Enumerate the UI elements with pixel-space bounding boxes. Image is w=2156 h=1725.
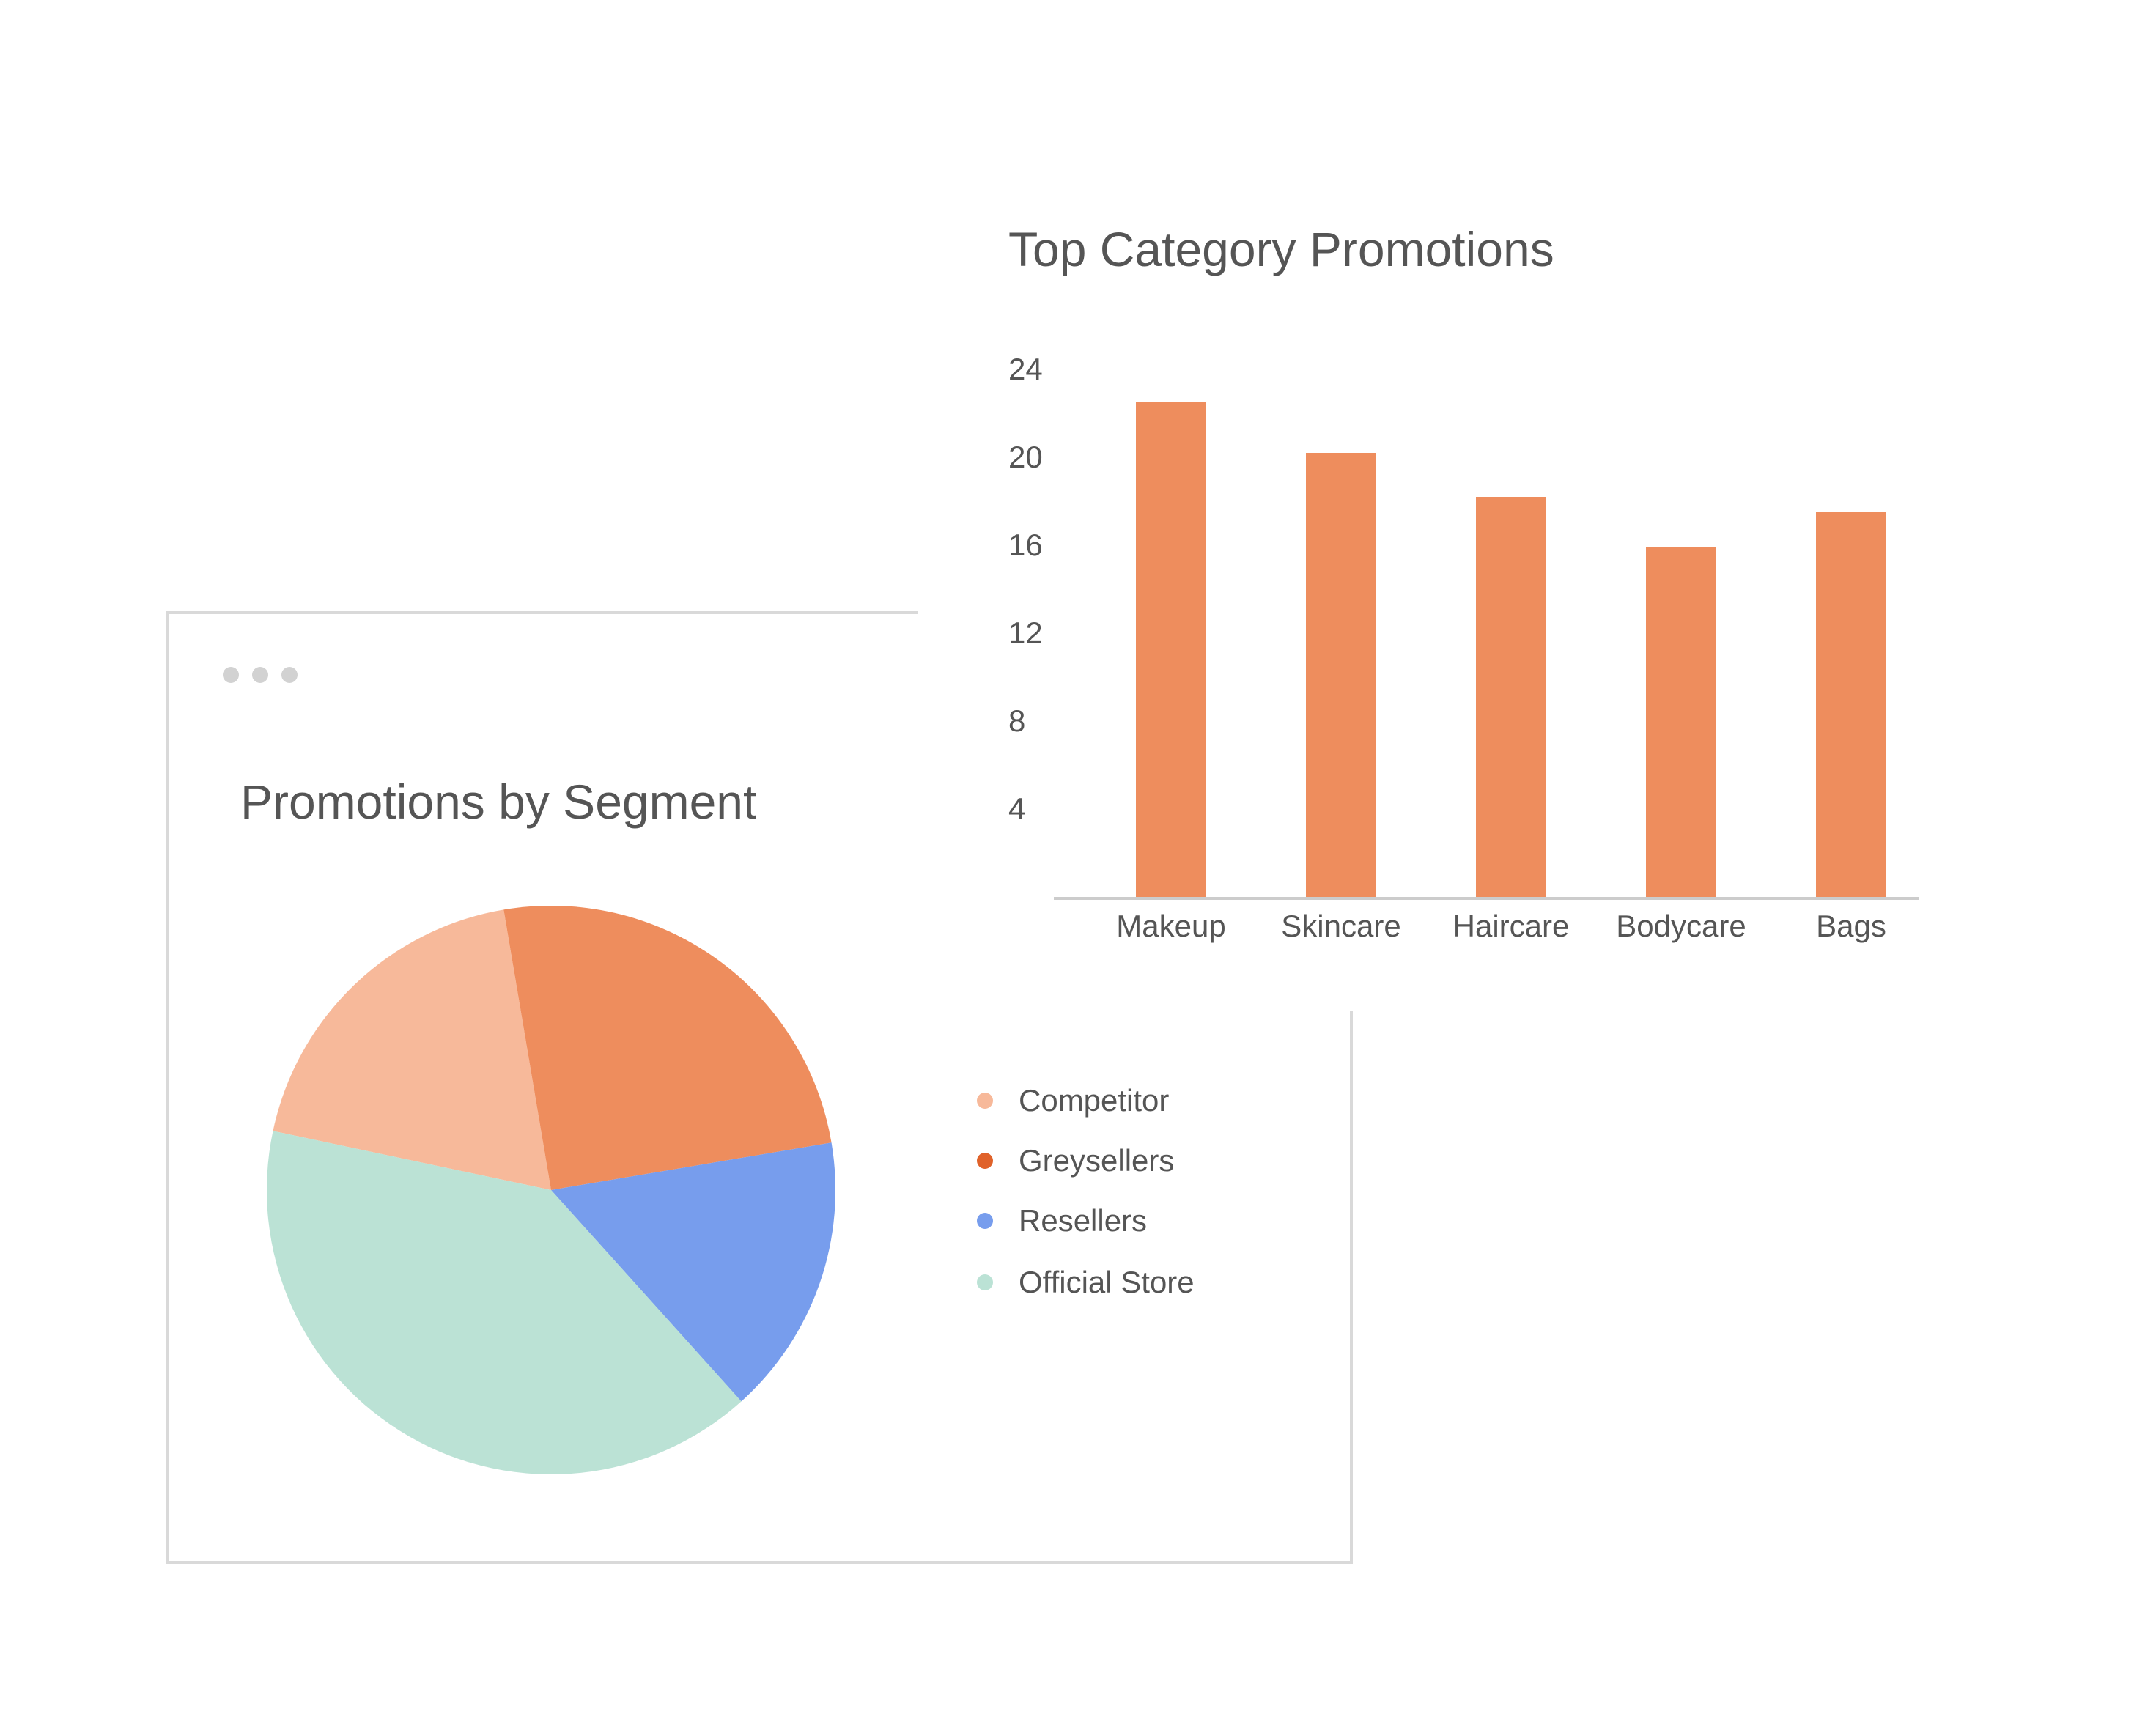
window-dot-icon <box>281 667 298 683</box>
bar-makeup <box>1136 402 1206 897</box>
y-tick-label: 16 <box>1008 528 1043 562</box>
pie-slice-official-store <box>267 1131 742 1474</box>
window-dot-icon <box>252 667 268 683</box>
bar-bags <box>1816 512 1886 897</box>
y-tick-label: 8 <box>1008 703 1025 738</box>
bar-chart-title: Top Category Promotions <box>1008 222 1554 276</box>
y-tick-label: 24 <box>1008 352 1043 386</box>
legend-label: Resellers <box>1019 1203 1147 1238</box>
pie-slice-resellers <box>551 1142 835 1402</box>
pie-slice-greysellers <box>503 906 832 1190</box>
x-tick-label: Bodycare <box>1616 909 1746 943</box>
y-tick-label: 20 <box>1008 440 1043 474</box>
pie-slice-competitor <box>273 909 551 1190</box>
bar-chart-panel: Top Category Promotions 4 8 12 16 20 24 Makeu… <box>918 176 1973 1011</box>
legend-marker-icon <box>977 1093 993 1109</box>
window-dots <box>223 667 298 683</box>
bar-y-axis: 4 8 12 16 20 24 <box>1008 352 1043 826</box>
pie-chart-title: Promotions by Segment <box>240 775 757 829</box>
window-dot-icon <box>223 667 239 683</box>
bar-series <box>1136 402 1886 897</box>
y-tick-label: 12 <box>1008 616 1043 650</box>
bar-haircare <box>1476 497 1546 897</box>
legend-marker-icon <box>977 1213 993 1229</box>
pie-legend: Competitor Greysellers Resellers Official S… <box>977 1083 1195 1299</box>
bar-chart: 4 8 12 16 20 24 Makeup Skincare Haircare Bodycar… <box>1008 352 1919 943</box>
legend-label: Competitor <box>1019 1083 1169 1118</box>
pie-slices <box>267 906 835 1474</box>
bar-x-axis: Makeup Skincare Haircare Bodycare Bags <box>1116 909 1886 943</box>
y-tick-label: 4 <box>1008 791 1025 826</box>
x-tick-label: Haircare <box>1453 909 1570 943</box>
pie-chart: Competitor Greysellers Resellers Official S… <box>267 906 1195 1474</box>
legend-label: Official Store <box>1019 1265 1195 1299</box>
x-tick-label: Makeup <box>1116 909 1225 943</box>
bar-bodycare <box>1646 547 1716 897</box>
legend-label: Greysellers <box>1019 1143 1174 1178</box>
legend-marker-icon <box>977 1274 993 1290</box>
legend-marker-icon <box>977 1153 993 1169</box>
x-tick-label: Bags <box>1816 909 1886 943</box>
x-tick-label: Skincare <box>1281 909 1400 943</box>
bar-skincare <box>1306 453 1376 897</box>
